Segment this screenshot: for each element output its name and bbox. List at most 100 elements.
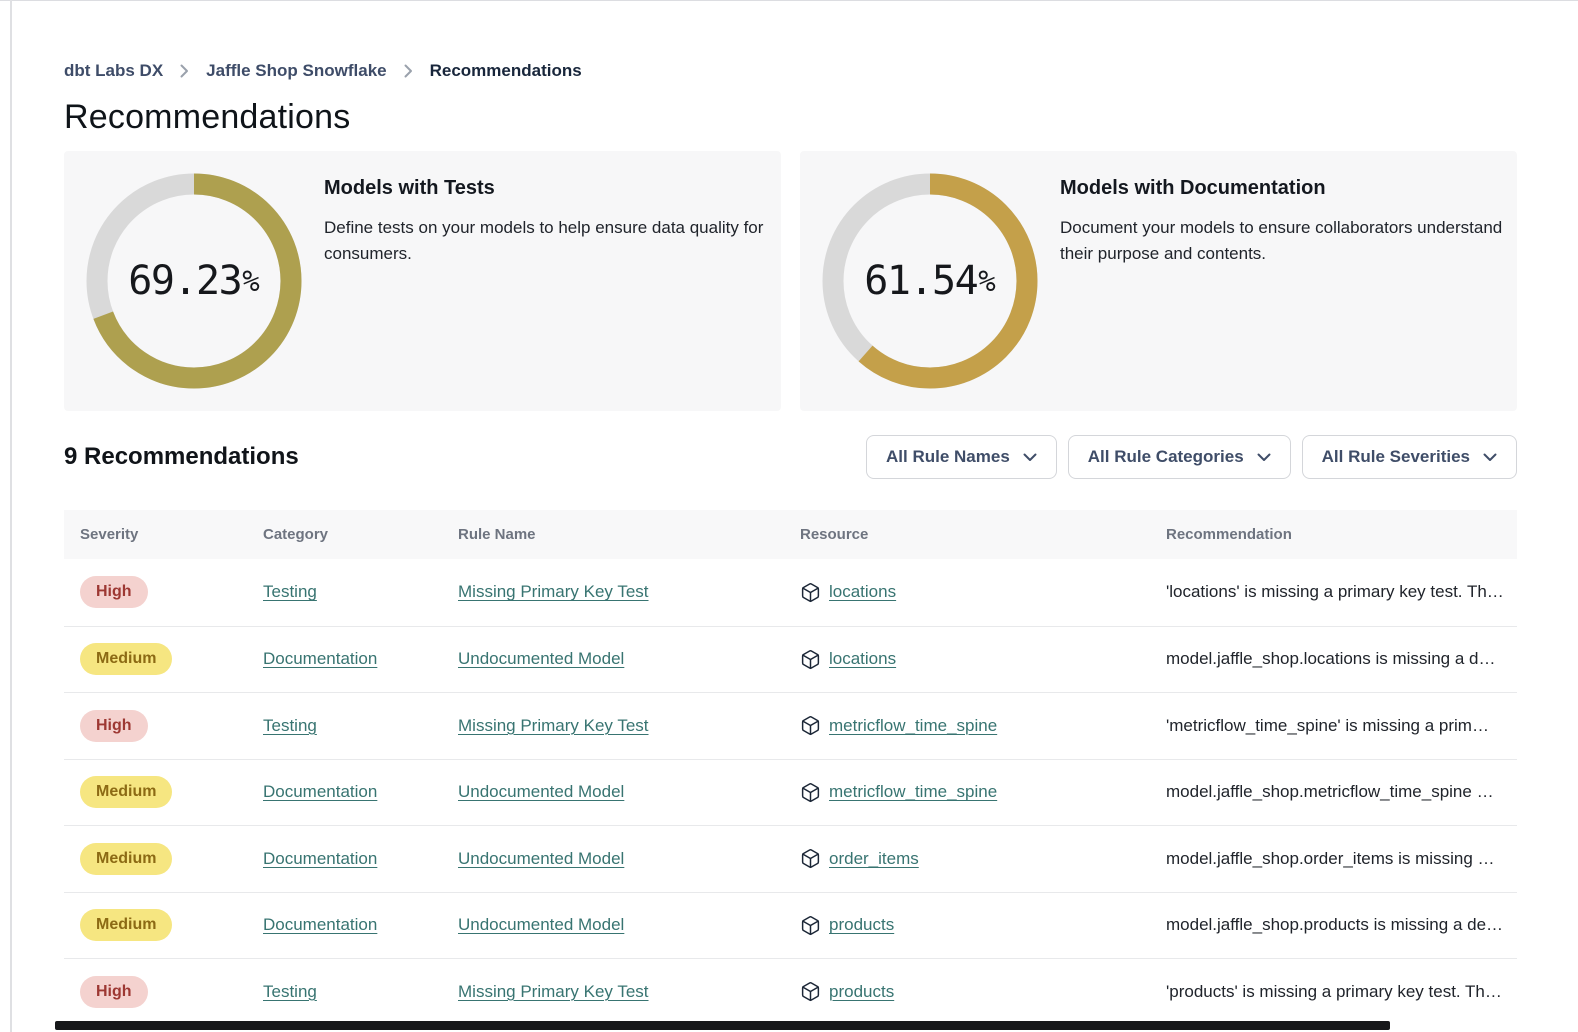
severity-cell: High xyxy=(80,576,263,608)
rule-name-link[interactable]: Undocumented Model xyxy=(458,915,624,934)
column-header-recommendation: Recommendation xyxy=(1166,526,1517,543)
model-cube-icon xyxy=(800,649,821,670)
category-cell: Testing xyxy=(263,716,458,736)
documentation-card-text: Models with Documentation Document your … xyxy=(1060,177,1512,267)
filter-buttons: All Rule Names All Rule Categories All R… xyxy=(866,435,1517,479)
breadcrumb-chevron-icon xyxy=(180,64,189,78)
table-row: High Testing Missing Primary Key Test pr… xyxy=(64,958,1517,1025)
severity-cell: Medium xyxy=(80,643,263,675)
severity-badge: Medium xyxy=(80,843,172,875)
table-row: High Testing Missing Primary Key Test me… xyxy=(64,692,1517,759)
chevron-down-icon xyxy=(1257,453,1271,462)
rule-name-link[interactable]: Undocumented Model xyxy=(458,649,624,668)
documentation-percentage-value: 61.54% xyxy=(821,172,1039,390)
category-link[interactable]: Testing xyxy=(263,982,317,1001)
column-header-rule-name: Rule Name xyxy=(458,526,800,543)
recommendations-list-header: 9 Recommendations All Rule Names All Rul… xyxy=(64,435,1517,479)
resource-link[interactable]: products xyxy=(829,915,894,935)
column-header-severity: Severity xyxy=(80,526,263,543)
all-rule-severities-dropdown[interactable]: All Rule Severities xyxy=(1302,435,1517,479)
resource-link[interactable]: products xyxy=(829,982,894,1002)
category-cell: Testing xyxy=(263,582,458,602)
breadcrumb-item-recommendations: Recommendations xyxy=(430,61,582,81)
resource-cell: locations xyxy=(800,649,1166,670)
category-link[interactable]: Testing xyxy=(263,582,317,601)
table-row: Medium Documentation Undocumented Model … xyxy=(64,892,1517,959)
resource-link[interactable]: metricflow_time_spine xyxy=(829,782,997,802)
category-link[interactable]: Documentation xyxy=(263,849,377,868)
recommendation-text: model.jaffle_shop.metricflow_time_spine … xyxy=(1166,782,1517,802)
rule-name-cell: Undocumented Model xyxy=(458,915,800,935)
recommendation-text: model.jaffle_shop.locations is missing a… xyxy=(1166,649,1517,669)
resource-cell: products xyxy=(800,981,1166,1002)
rule-name-link[interactable]: Missing Primary Key Test xyxy=(458,982,649,1001)
model-cube-icon xyxy=(800,848,821,869)
rule-name-link[interactable]: Undocumented Model xyxy=(458,782,624,801)
recommendation-text: 'locations' is missing a primary key tes… xyxy=(1166,582,1517,602)
breadcrumb-item-dbt-labs-dx[interactable]: dbt Labs DX xyxy=(64,61,163,81)
category-cell: Documentation xyxy=(263,782,458,802)
breadcrumb-item-jaffle-shop-snowflake[interactable]: Jaffle Shop Snowflake xyxy=(206,61,386,81)
resource-link[interactable]: locations xyxy=(829,649,896,669)
category-link[interactable]: Documentation xyxy=(263,782,377,801)
main-content: dbt Labs DX Jaffle Shop Snowflake Recomm… xyxy=(64,0,1517,1025)
rule-name-cell: Undocumented Model xyxy=(458,782,800,802)
severity-badge: High xyxy=(80,976,148,1008)
all-rule-names-dropdown[interactable]: All Rule Names xyxy=(866,435,1057,479)
all-rule-categories-dropdown[interactable]: All Rule Categories xyxy=(1068,435,1291,479)
metric-cards: 69.23% Models with Tests Define tests on… xyxy=(64,151,1517,411)
severity-badge: Medium xyxy=(80,909,172,941)
table-row: Medium Documentation Undocumented Model … xyxy=(64,825,1517,892)
column-header-category: Category xyxy=(263,526,458,543)
resource-cell: locations xyxy=(800,582,1166,603)
page-title: Recommendations xyxy=(64,98,1517,137)
table-row: Medium Documentation Undocumented Model … xyxy=(64,626,1517,693)
resource-link[interactable]: metricflow_time_spine xyxy=(829,716,997,736)
tests-percentage-value: 69.23% xyxy=(85,172,303,390)
chevron-down-icon xyxy=(1023,453,1037,462)
table-row: High Testing Missing Primary Key Test lo… xyxy=(64,559,1517,626)
severity-badge: High xyxy=(80,710,148,742)
severity-cell: Medium xyxy=(80,909,263,941)
table-body: High Testing Missing Primary Key Test lo… xyxy=(64,559,1517,1025)
breadcrumb-chevron-icon xyxy=(404,64,413,78)
recommendations-table: Severity Category Rule Name Resource Rec… xyxy=(64,510,1517,1025)
resource-cell: metricflow_time_spine xyxy=(800,715,1166,736)
rule-name-cell: Undocumented Model xyxy=(458,849,800,869)
breadcrumb: dbt Labs DX Jaffle Shop Snowflake Recomm… xyxy=(64,61,1517,81)
model-cube-icon xyxy=(800,782,821,803)
bottom-edge-artifact xyxy=(55,1021,1390,1030)
model-cube-icon xyxy=(800,715,821,736)
rule-name-link[interactable]: Missing Primary Key Test xyxy=(458,716,649,735)
rule-name-link[interactable]: Missing Primary Key Test xyxy=(458,582,649,601)
category-link[interactable]: Documentation xyxy=(263,915,377,934)
chevron-down-icon xyxy=(1483,453,1497,462)
category-cell: Testing xyxy=(263,982,458,1002)
rule-name-link[interactable]: Undocumented Model xyxy=(458,849,624,868)
category-link[interactable]: Testing xyxy=(263,716,317,735)
rule-name-cell: Missing Primary Key Test xyxy=(458,982,800,1002)
resource-link[interactable]: locations xyxy=(829,582,896,602)
documentation-card-description: Document your models to ensure collabora… xyxy=(1060,215,1512,267)
resource-cell: products xyxy=(800,915,1166,936)
resource-link[interactable]: order_items xyxy=(829,849,919,869)
rule-name-cell: Missing Primary Key Test xyxy=(458,716,800,736)
models-with-documentation-card: 61.54% Models with Documentation Documen… xyxy=(800,151,1517,411)
all-rule-categories-label: All Rule Categories xyxy=(1088,447,1244,467)
rule-name-cell: Undocumented Model xyxy=(458,649,800,669)
table-header-row: Severity Category Rule Name Resource Rec… xyxy=(64,510,1517,559)
column-header-resource: Resource xyxy=(800,526,1166,543)
resource-cell: metricflow_time_spine xyxy=(800,782,1166,803)
left-panel-divider xyxy=(10,0,12,1032)
severity-badge: High xyxy=(80,576,148,608)
category-link[interactable]: Documentation xyxy=(263,649,377,668)
severity-cell: Medium xyxy=(80,776,263,808)
category-cell: Documentation xyxy=(263,649,458,669)
models-with-tests-card: 69.23% Models with Tests Define tests on… xyxy=(64,151,781,411)
tests-card-text: Models with Tests Define tests on your m… xyxy=(324,177,776,267)
recommendation-text: model.jaffle_shop.products is missing a … xyxy=(1166,915,1517,935)
recommendations-count-heading: 9 Recommendations xyxy=(64,443,299,471)
severity-cell: Medium xyxy=(80,843,263,875)
model-cube-icon xyxy=(800,981,821,1002)
model-cube-icon xyxy=(800,582,821,603)
